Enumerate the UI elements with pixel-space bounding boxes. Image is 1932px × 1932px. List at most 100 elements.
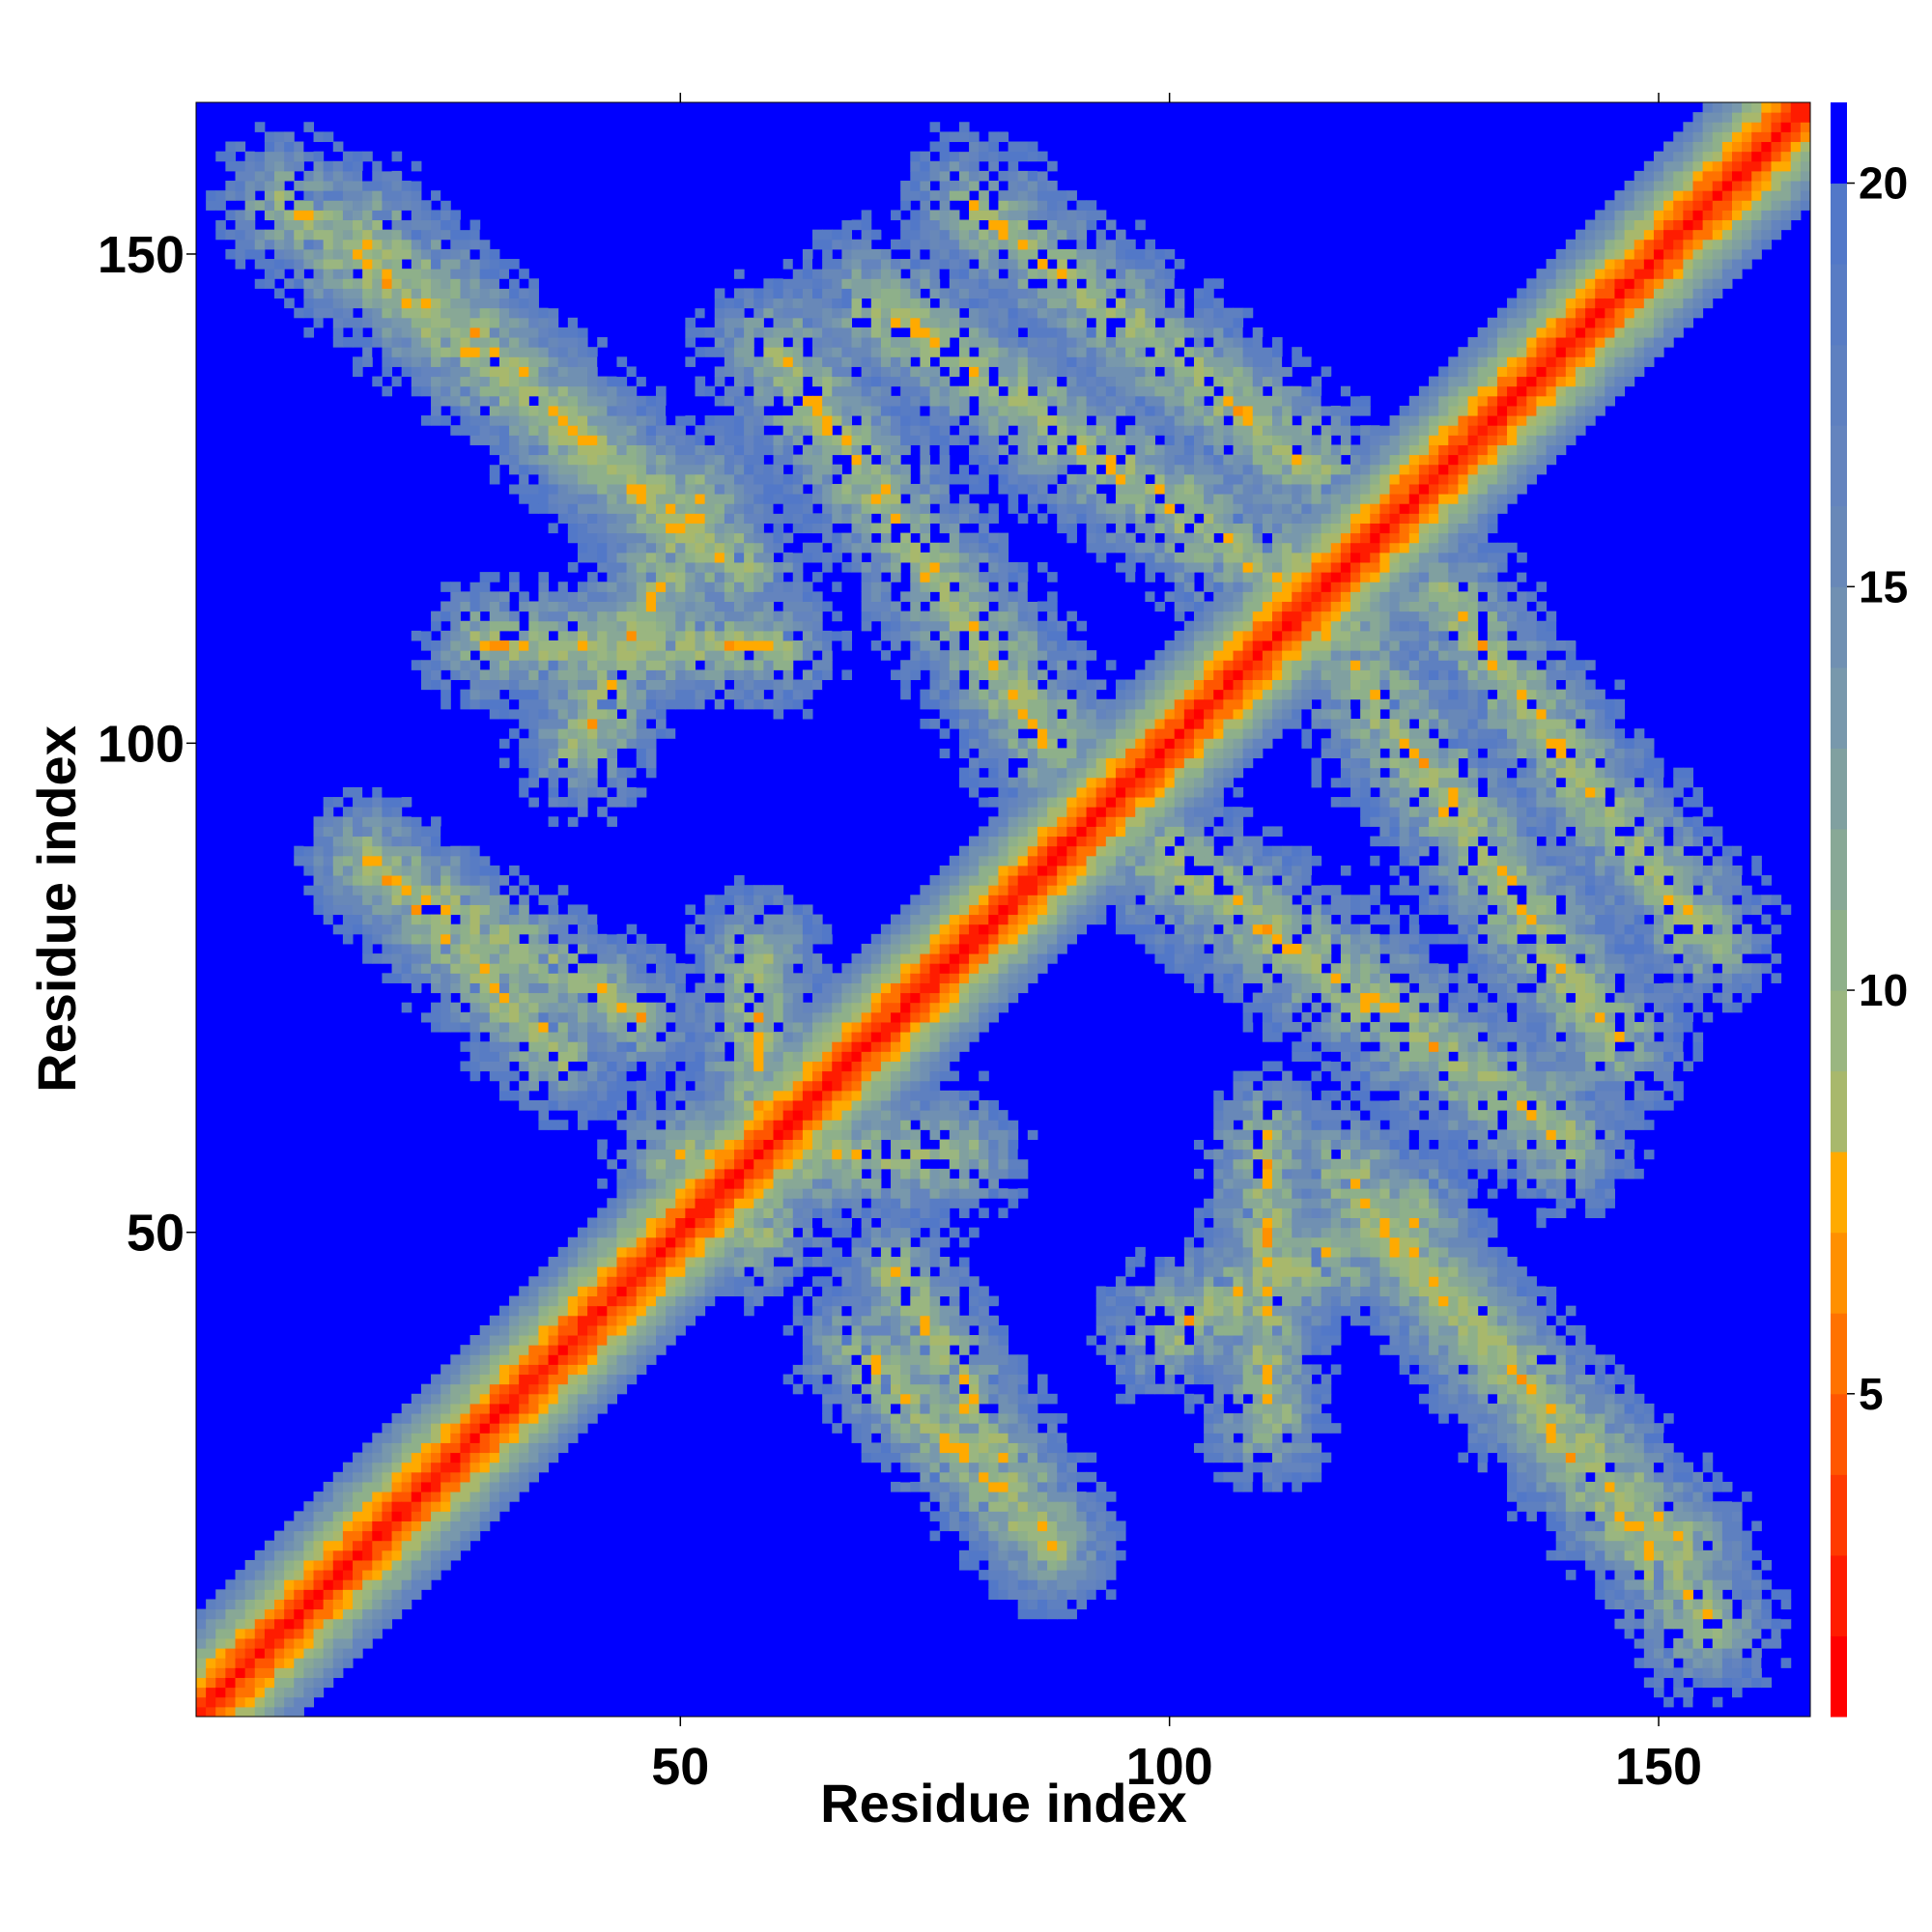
heatmap-cell — [284, 161, 295, 172]
heatmap-cell — [284, 1579, 295, 1590]
heatmap-cell — [666, 1041, 676, 1052]
heatmap-cell — [881, 982, 892, 993]
heatmap-cell — [372, 269, 383, 279]
heatmap-cell — [440, 1511, 451, 1521]
heatmap-cell — [412, 875, 422, 886]
heatmap-cell — [881, 553, 892, 563]
heatmap-cell — [578, 337, 588, 348]
heatmap-cell — [744, 298, 754, 309]
heatmap-cell — [832, 1237, 842, 1248]
heatmap-cell — [616, 982, 627, 993]
heatmap-cell — [274, 269, 285, 279]
heatmap-cell — [695, 611, 705, 622]
heatmap-cell — [891, 1384, 901, 1395]
heatmap-cell — [597, 425, 608, 436]
heatmap-cell — [255, 1599, 266, 1609]
heatmap-cell — [402, 1423, 412, 1434]
heatmap-cell — [812, 611, 823, 622]
heatmap-cell — [314, 131, 325, 142]
heatmap-cell — [695, 1179, 705, 1189]
heatmap-cell — [734, 1237, 745, 1248]
heatmap-cell — [509, 1051, 520, 1062]
heatmap-cell — [470, 1012, 481, 1023]
heatmap-cell — [558, 1345, 569, 1355]
heatmap-cell — [783, 650, 794, 661]
heatmap-cell — [509, 465, 520, 475]
heatmap-cell — [774, 337, 784, 348]
heatmap-cell — [450, 425, 461, 436]
heatmap-cell — [480, 1003, 491, 1013]
heatmap-cell — [763, 924, 774, 935]
heatmap-cell — [587, 631, 598, 641]
heatmap-cell — [695, 1296, 705, 1307]
heatmap-cell — [343, 318, 354, 328]
heatmap-cell — [450, 337, 461, 348]
heatmap-cell — [724, 1150, 735, 1160]
heatmap-cell — [734, 1041, 745, 1052]
heatmap-cell — [783, 1071, 794, 1082]
heatmap-cell — [881, 543, 892, 554]
heatmap-cell — [480, 1051, 491, 1062]
heatmap-cell — [862, 1012, 872, 1023]
heatmap-cell — [616, 611, 627, 622]
heatmap-cell — [450, 1003, 461, 1013]
heatmap-cell — [637, 435, 647, 445]
heatmap-cell — [871, 503, 882, 514]
heatmap-cell — [871, 465, 882, 475]
heatmap-cell — [343, 1560, 354, 1571]
heatmap-cell — [822, 601, 833, 611]
heatmap-cell — [549, 1433, 559, 1443]
heatmap-cell — [440, 366, 451, 377]
heatmap-cell — [616, 1335, 627, 1346]
heatmap-cell — [607, 523, 617, 533]
heatmap-cell — [440, 1453, 451, 1463]
heatmap-cell — [265, 1667, 275, 1678]
heatmap-cell — [822, 318, 833, 328]
heatmap-cell — [803, 318, 813, 328]
heatmap-cell — [372, 181, 383, 191]
heatmap-cell — [392, 924, 403, 935]
heatmap-cell — [783, 1120, 794, 1130]
heatmap-cell — [578, 748, 588, 758]
heatmap-cell — [616, 728, 627, 739]
heatmap-cell — [675, 1188, 686, 1199]
heatmap-cell — [460, 356, 470, 367]
heatmap-cell — [470, 298, 481, 309]
heatmap-cell — [841, 1022, 852, 1033]
heatmap-cell — [324, 230, 334, 241]
heatmap-cell — [558, 582, 569, 592]
heatmap-cell — [538, 308, 549, 319]
heatmap-cell — [353, 230, 363, 241]
heatmap-cell — [402, 915, 412, 925]
heatmap-cell — [900, 1257, 911, 1267]
heatmap-cell — [519, 904, 529, 915]
heatmap-cell — [324, 1482, 334, 1492]
heatmap-cell — [412, 377, 422, 387]
heatmap-cell — [852, 1110, 863, 1121]
heatmap-cell — [607, 562, 617, 573]
heatmap-cell — [372, 1629, 383, 1639]
heatmap-cell — [480, 1520, 491, 1531]
heatmap-cell — [519, 982, 529, 993]
heatmap-cell — [587, 474, 598, 485]
heatmap-cell — [499, 680, 510, 691]
heatmap-cell — [333, 142, 344, 153]
heatmap-cell — [783, 591, 794, 602]
heatmap-cell — [852, 1306, 863, 1317]
heatmap-cell — [528, 1423, 539, 1434]
heatmap-cell — [255, 249, 266, 260]
heatmap-cell — [774, 1198, 784, 1208]
heatmap-cell — [832, 1081, 842, 1092]
heatmap-cell — [578, 915, 588, 925]
heatmap-cell — [744, 474, 754, 485]
heatmap-cell — [578, 621, 588, 632]
heatmap-cell — [675, 562, 686, 573]
heatmap-cell — [421, 837, 432, 847]
heatmap-cell — [294, 1511, 304, 1521]
heatmap-cell — [666, 982, 676, 993]
heatmap-cell — [705, 1081, 716, 1092]
heatmap-cell — [607, 386, 617, 397]
heatmap-cell — [753, 298, 764, 309]
heatmap-cell — [656, 513, 667, 524]
heatmap-cell — [509, 1091, 520, 1101]
